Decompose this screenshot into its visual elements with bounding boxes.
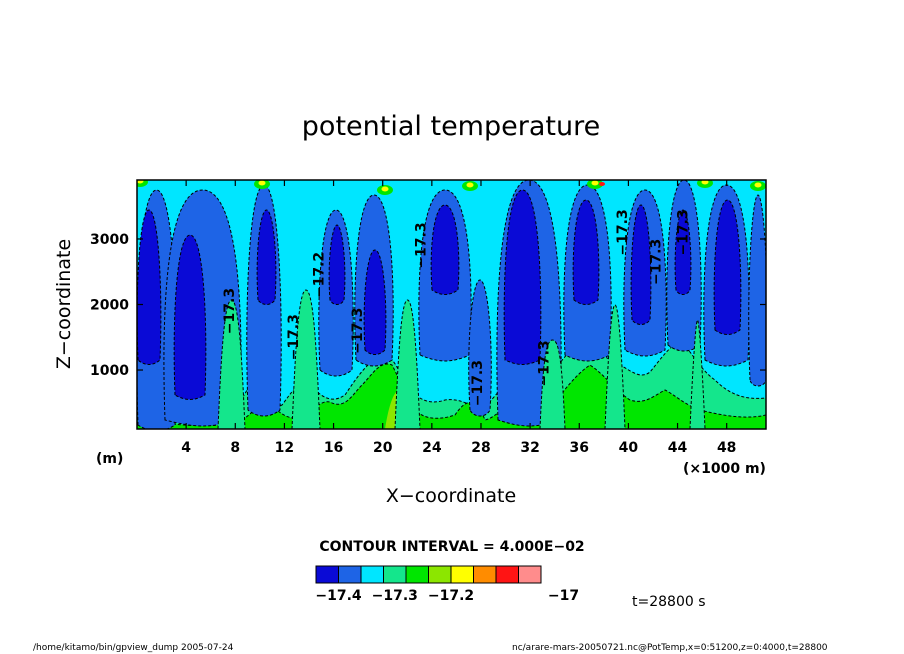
contour-label: −17.3 xyxy=(615,209,631,255)
contour-label: −17.3 xyxy=(675,209,691,255)
field-top-speckle-hot xyxy=(137,180,144,184)
colorbar-tick-label: −17 xyxy=(548,588,579,604)
field-warm-tongue xyxy=(604,304,626,429)
x-tick-label: 36 xyxy=(570,440,589,456)
x-tick-label: 40 xyxy=(619,440,639,456)
field-deep-cold xyxy=(572,199,600,305)
colorbar-swatch xyxy=(450,565,474,584)
contour-label: −17.3 xyxy=(648,239,664,285)
colorbar: −17.4 −17.3 −17.2 −17 xyxy=(315,565,579,604)
colorbar-swatch xyxy=(428,565,452,584)
x-tick-label: 48 xyxy=(717,440,736,456)
x-tick-label: 16 xyxy=(324,440,343,456)
y-tick-label: 3000 xyxy=(90,232,129,248)
colorbar-swatch xyxy=(338,565,362,584)
field-deep-cold xyxy=(363,249,387,355)
y-tick-label: 2000 xyxy=(90,298,129,314)
colorbar-swatch xyxy=(360,565,384,584)
field-deep-cold xyxy=(137,209,162,365)
field-warm-tongue xyxy=(689,319,706,429)
field-deep-cold xyxy=(503,189,542,365)
contour-label: −17.3 xyxy=(470,360,486,406)
x-tick-label: 12 xyxy=(275,440,294,456)
colorbar-swatch xyxy=(495,565,519,584)
y-ticks: 1000 2000 3000 xyxy=(90,232,766,379)
colorbar-tick-label: −17.4 xyxy=(315,588,362,604)
contour-label: −17.3 xyxy=(222,288,238,334)
field-warm-tongue xyxy=(291,289,321,429)
field-warm-tongue xyxy=(217,299,246,429)
y-tick-label: 1000 xyxy=(90,363,129,379)
x-tick-label: 20 xyxy=(373,440,393,456)
x-tick-label: 8 xyxy=(230,440,240,456)
contour-labels: −17.3 −17.3 −17.2 −17.3 −17.3 −17.3 −17.3 −17.3… xyxy=(222,209,691,406)
field-deep-cold xyxy=(328,224,346,305)
contour-label: −17.3 xyxy=(414,222,430,268)
field-layers xyxy=(137,180,766,429)
x-ticks: 4 8 12 16 20 24 28 32 36 40 44 48 xyxy=(181,180,736,456)
chart-title: potential temperature xyxy=(302,111,600,142)
colorbar-swatch xyxy=(518,565,542,584)
field-top-speckle-hot xyxy=(258,180,266,186)
contour-label: −17.2 xyxy=(312,252,328,298)
x-unit-label: (×1000 m) xyxy=(683,461,766,477)
colorbar-tick-label: −17.3 xyxy=(372,588,418,604)
colorbar-swatch xyxy=(383,565,407,584)
contour-interval-text: CONTOUR INTERVAL = 4.000E−02 xyxy=(319,539,584,555)
colorbar-swatch xyxy=(405,565,429,584)
x-tick-label: 32 xyxy=(520,440,539,456)
footer-left: /home/kitamo/bin/gpview_dump 2005-07-24 xyxy=(33,643,234,653)
y-unit-label: (m) xyxy=(96,451,123,467)
field-warm-tongue xyxy=(394,299,421,429)
field-top-speckle-max xyxy=(599,182,605,186)
field-deep-cold xyxy=(430,204,460,295)
x-tick-label: 28 xyxy=(471,440,490,456)
field-deep-cold xyxy=(173,234,207,400)
plot-area: −17.3 −17.3 −17.2 −17.3 −17.3 −17.3 −17.3 −17.3… xyxy=(90,179,767,456)
footer-right: nc/arare-mars-20050721.nc@PotTemp,x=0:51… xyxy=(512,643,828,653)
colorbar-swatch xyxy=(315,565,339,584)
field-top-speckle-hot xyxy=(381,186,389,192)
field-deep-cold xyxy=(256,209,277,305)
field-cold-column xyxy=(748,194,766,387)
x-tick-label: 44 xyxy=(668,440,688,456)
x-tick-label: 24 xyxy=(422,440,442,456)
field-top-speckle-hot xyxy=(466,182,474,188)
field-warm-tongue xyxy=(539,339,566,429)
y-axis-label: Z−coordinate xyxy=(53,239,75,369)
contour-label: −17.3 xyxy=(350,308,366,354)
colorbar-tick-label: −17.2 xyxy=(428,588,474,604)
field-deep-cold xyxy=(713,199,742,335)
x-axis-label: X−coordinate xyxy=(386,485,516,507)
colorbar-swatch xyxy=(473,565,497,584)
field-cold-column xyxy=(468,279,492,417)
field-deep-cold xyxy=(630,204,652,325)
contour-label: −17.3 xyxy=(537,340,553,386)
contour-label: −17.3 xyxy=(286,314,302,360)
field-top-speckle-hot xyxy=(591,180,599,186)
x-tick-label: 4 xyxy=(181,440,191,456)
field-top-speckle-hot xyxy=(701,180,709,185)
field-top-speckle-hot xyxy=(754,182,762,188)
field-deep-cold xyxy=(674,209,692,295)
time-label: t=28800 s xyxy=(632,594,706,610)
